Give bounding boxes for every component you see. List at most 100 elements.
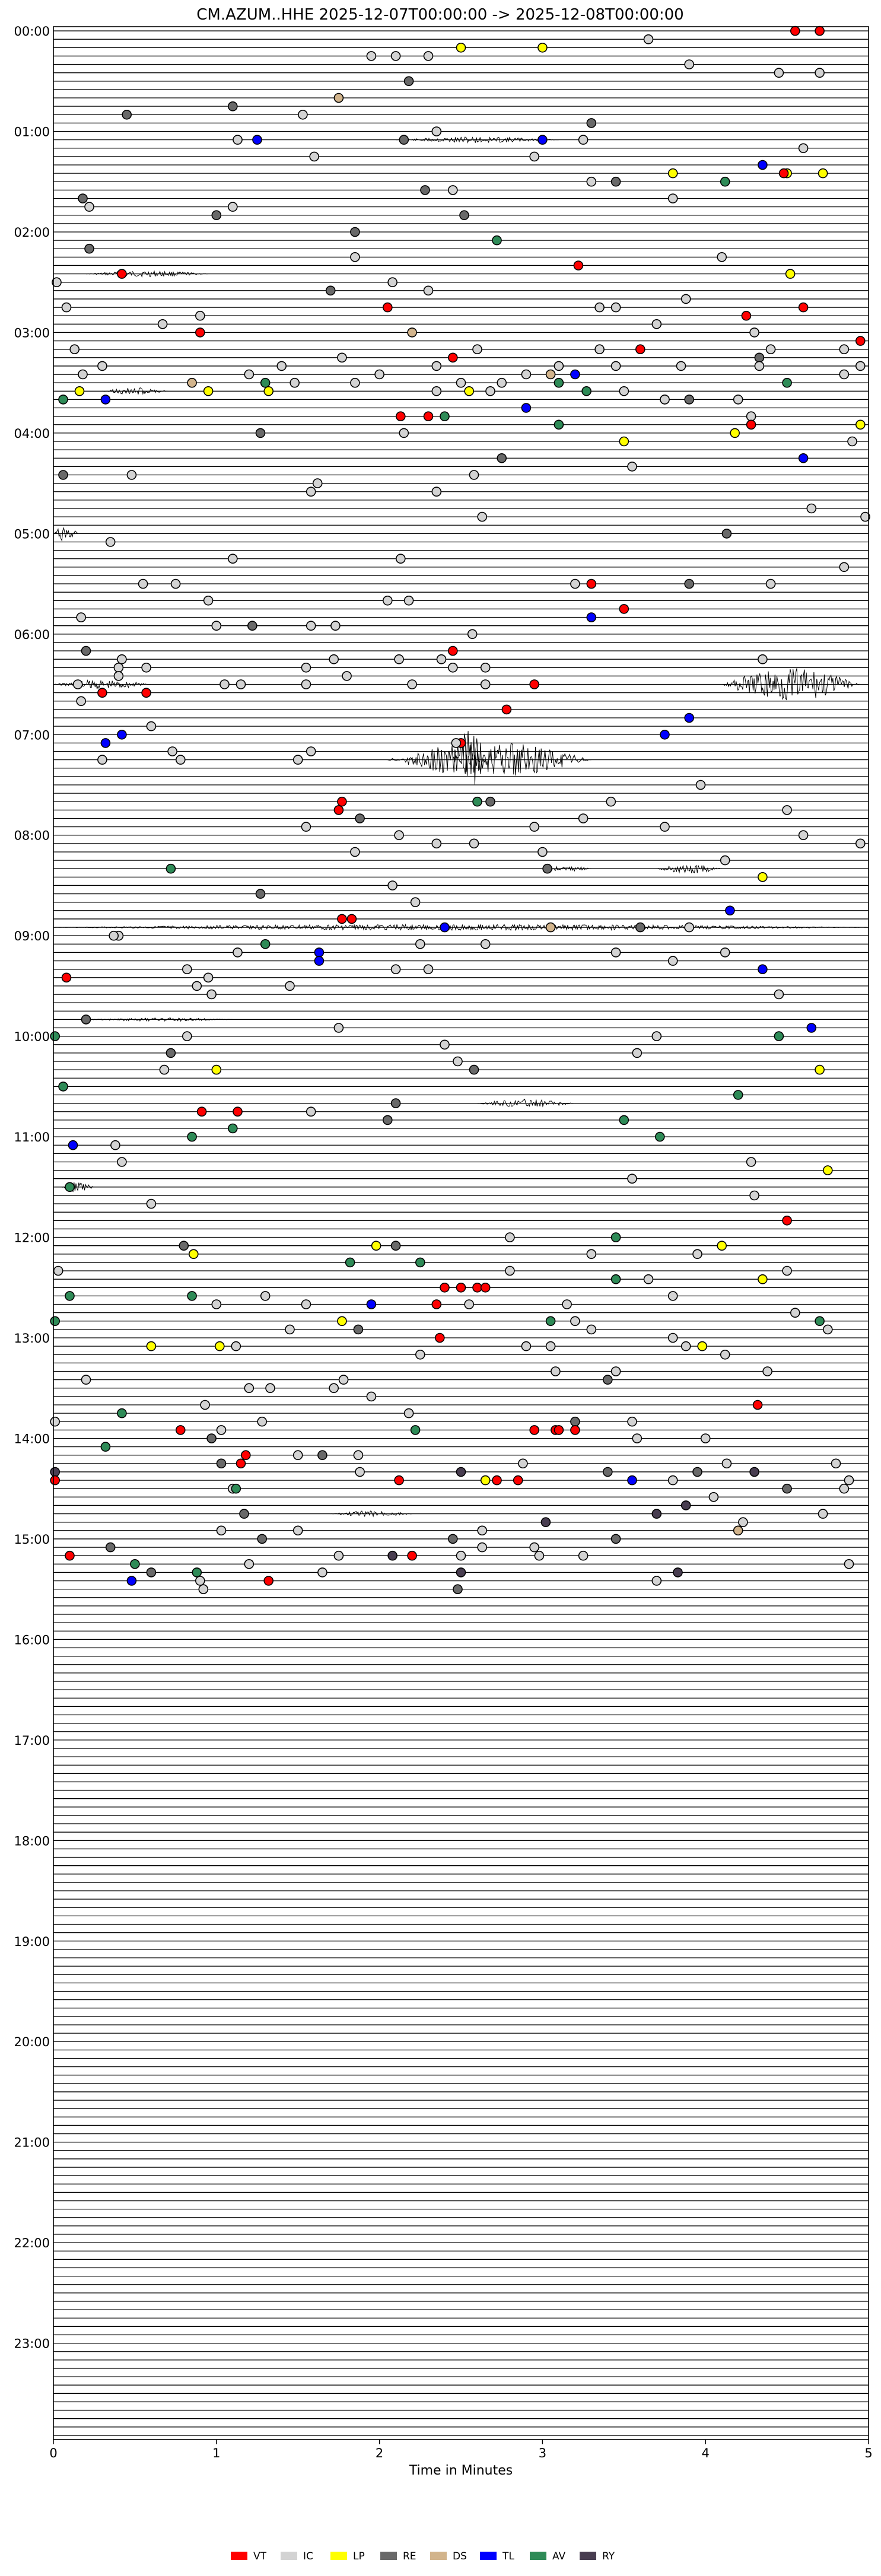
event-marker-ic [774, 68, 784, 78]
event-marker-ic [216, 1425, 227, 1435]
event-marker-vt [554, 1425, 564, 1435]
event-marker-av [58, 1082, 68, 1092]
event-marker-ic [72, 679, 83, 689]
event-marker-re [469, 1064, 479, 1075]
event-marker-av [782, 377, 792, 388]
event-marker-ic [306, 746, 316, 756]
x-tick-label: 2 [376, 2446, 383, 2460]
signal-burst [53, 527, 78, 542]
event-marker-ic [749, 327, 759, 338]
event-marker-ic [301, 679, 311, 689]
event-marker-vt [440, 1283, 450, 1293]
event-marker-re [216, 1458, 227, 1469]
event-marker-re [542, 863, 552, 874]
event-marker-vt [434, 1332, 445, 1343]
event-marker-vt [447, 352, 458, 363]
event-marker-lp [855, 419, 866, 430]
event-marker-ic [431, 386, 442, 396]
legend-swatch-av [530, 2552, 546, 2560]
event-marker-ic [117, 654, 127, 664]
event-marker-ic [97, 755, 107, 765]
event-marker-ic [403, 1408, 414, 1419]
event-marker-av [65, 1291, 75, 1301]
event-marker-ic [456, 1550, 466, 1561]
event-marker-ic [839, 369, 850, 380]
x-axis-label: Time in Minutes [409, 2463, 513, 2478]
event-marker-ic [211, 1299, 222, 1309]
event-marker-re [453, 1584, 463, 1594]
event-marker-ic [167, 746, 177, 756]
event-marker-tl [366, 1299, 377, 1309]
event-marker-ic [410, 897, 421, 907]
event-marker-ic [606, 796, 616, 807]
event-marker-ic [529, 822, 540, 832]
event-marker-ic [765, 344, 776, 355]
legend-label-av: AV [552, 2550, 566, 2562]
event-marker-ic [415, 1350, 425, 1360]
event-marker-av [415, 1257, 425, 1268]
event-marker-ic [477, 1542, 488, 1553]
event-marker-ic [211, 621, 222, 631]
event-marker-ic [206, 989, 217, 1000]
event-marker-ic [447, 663, 458, 673]
event-marker-ic [839, 1483, 850, 1494]
signal-burst [330, 1510, 412, 1518]
event-marker-ic [350, 847, 360, 857]
event-marker-ic [330, 621, 341, 631]
event-marker-ic [403, 595, 414, 606]
event-marker-ic [545, 1341, 556, 1351]
event-marker-ic [643, 1274, 654, 1284]
legend-label-re: RE [403, 2550, 416, 2562]
event-marker-ic [472, 344, 482, 355]
event-marker-ic [720, 855, 730, 866]
event-marker-av [100, 1442, 111, 1452]
event-marker-ic [467, 629, 478, 640]
event-marker-lp [717, 1241, 727, 1251]
event-marker-ic [440, 1039, 450, 1050]
event-marker-vt [195, 327, 205, 338]
event-marker-tl [314, 947, 325, 958]
event-marker-ic [684, 922, 694, 933]
event-marker-ic [333, 1023, 344, 1033]
event-marker-ic [758, 654, 768, 664]
event-marker-ic [290, 377, 300, 388]
event-marker-lp [758, 872, 768, 882]
event-marker-ic [469, 470, 479, 480]
event-marker-ic [855, 838, 866, 849]
event-marker-ic [192, 981, 202, 991]
event-marker-ic [198, 1584, 209, 1594]
event-marker-vt [382, 302, 393, 313]
event-marker-vt [752, 1400, 763, 1410]
hour-label: 15:00 [14, 1532, 50, 1547]
event-marker-ic [52, 277, 62, 288]
event-marker-lp [697, 1341, 707, 1351]
legend-label-tl: TL [502, 2550, 514, 2562]
signal-burst [396, 136, 559, 144]
event-marker-tl [798, 453, 809, 463]
event-marker-vt [741, 310, 752, 321]
event-marker-lp [785, 269, 796, 279]
event-marker-lp [758, 1274, 768, 1284]
event-marker-re [84, 243, 94, 254]
event-marker-ic [632, 1048, 643, 1058]
event-marker-ic [798, 143, 809, 154]
event-marker-ic [366, 51, 377, 61]
event-markers [50, 26, 870, 1594]
event-marker-vt [513, 1475, 523, 1486]
event-marker-vt [798, 302, 809, 313]
hour-label: 13:00 [14, 1331, 50, 1346]
event-marker-av [187, 1291, 197, 1301]
event-marker-ic [260, 1291, 271, 1301]
event-marker-re [317, 1450, 327, 1460]
event-marker-vt [346, 914, 357, 924]
hour-label: 18:00 [14, 1834, 50, 1848]
event-marker-ic [387, 880, 397, 891]
event-marker-vt [746, 419, 756, 430]
event-marker-ic [627, 1173, 637, 1184]
event-marker-ic [627, 462, 637, 472]
event-marker-re [390, 1241, 401, 1251]
event-marker-re [692, 1467, 702, 1477]
event-marker-vt [501, 704, 512, 715]
x-tick-label: 5 [864, 2446, 872, 2460]
event-marker-vt [790, 26, 800, 36]
